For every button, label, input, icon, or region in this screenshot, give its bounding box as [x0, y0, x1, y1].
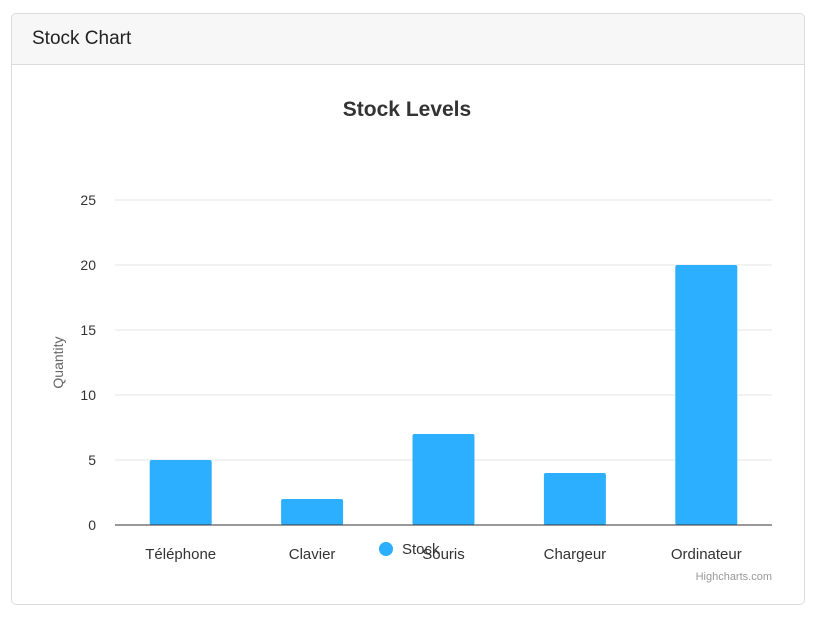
bars	[149, 265, 738, 525]
x-tick-label: Souris	[422, 546, 465, 563]
grid-lines	[115, 199, 772, 461]
y-axis-label: Quantity	[50, 336, 66, 388]
x-tick-label: Clavier	[289, 546, 336, 563]
chart-title: Stock Levels	[343, 98, 471, 121]
card-title: Stock Chart	[32, 28, 132, 49]
y-tick-label: 15	[80, 322, 96, 338]
bar[interactable]	[675, 265, 738, 525]
x-tick-label: Téléphone	[145, 546, 216, 563]
bar[interactable]	[412, 434, 475, 525]
y-tick-label: 20	[80, 257, 96, 273]
bar[interactable]	[281, 499, 344, 525]
credits-link[interactable]: Highcharts.com	[696, 571, 772, 583]
legend-label[interactable]: Stock	[402, 541, 440, 558]
card-header: Stock Chart	[12, 14, 804, 65]
y-tick-label: 0	[88, 517, 96, 533]
bar[interactable]	[543, 473, 606, 525]
y-tick-label: 5	[88, 452, 96, 468]
y-tick-label: 10	[80, 387, 96, 403]
legend-marker	[379, 542, 393, 556]
y-axis-ticks: 0 5 10 15 20 25	[80, 192, 96, 533]
x-axis-ticks: Téléphone Clavier Souris Chargeur Ordinateur	[145, 546, 741, 563]
chart: Stock Levels 0 5 10 15 20 25 Quantity Télépho…	[50, 98, 772, 583]
bar[interactable]	[149, 460, 212, 525]
legend[interactable]: Stock	[379, 541, 440, 558]
x-tick-label: Ordinateur	[671, 546, 742, 563]
y-tick-label: 25	[80, 192, 96, 208]
chart-card: Stock Chart Stock Levels 0 5 10 15 20 25 Quan…	[11, 13, 805, 605]
x-tick-label: Chargeur	[544, 546, 607, 563]
